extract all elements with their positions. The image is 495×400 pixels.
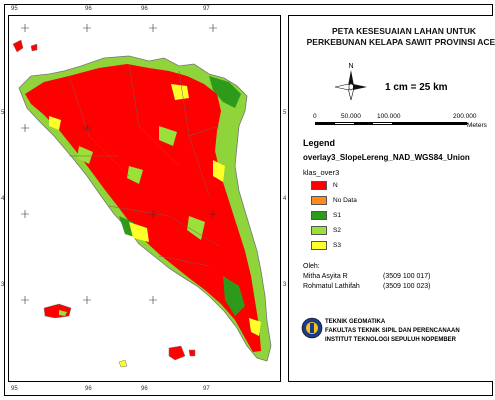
author-name: Rohmatul Lathifah (303, 283, 360, 290)
legend-item-no-data: No Data (311, 196, 357, 205)
island-small (30, 43, 38, 52)
island-simeulue-patch (59, 310, 67, 316)
scale-label-0: 0 (313, 113, 317, 120)
top-tick-3: 96 (141, 6, 148, 12)
class-s3-patch (213, 160, 225, 182)
legend-layer-name: overlay3_SlopeLereng_NAD_WGS84_Union (303, 153, 470, 162)
class-s2-patch (159, 126, 177, 146)
legend-swatch (311, 211, 327, 220)
island-banyak (168, 345, 186, 361)
author-heading: Oleh: (303, 263, 320, 270)
class-s1-patch (223, 276, 245, 316)
map-title-line-1: PETA KESESUAIAN LAHAN UNTUK (331, 26, 477, 36)
legend-swatch (311, 241, 327, 250)
class-s3-patch (249, 318, 261, 336)
class-n-region (25, 64, 261, 352)
scale-bar (315, 122, 468, 125)
right-tick-3: 3 (283, 282, 287, 288)
legend-swatch (311, 226, 327, 235)
legend-item-s3: S3 (311, 241, 341, 250)
left-tick-1: 5 (1, 110, 5, 116)
author-nim: (3509 100 017) (383, 273, 431, 280)
class-s1-patch (209, 76, 241, 108)
left-tick-3: 3 (1, 282, 5, 288)
legend-label: S3 (333, 242, 341, 249)
bottom-tick-2: 96 (85, 386, 92, 392)
legend-label: S1 (333, 212, 341, 219)
map-frame[interactable] (8, 15, 281, 382)
legend-panel: PETA KESESUAIAN LAHAN UNTUK PERKEBUNAN K… (288, 15, 495, 382)
island-south (118, 359, 128, 368)
top-tick-2: 96 (85, 6, 92, 12)
island-simeulue (43, 303, 72, 319)
district-boundary (68, 63, 220, 267)
north-arrow-icon: N (334, 63, 367, 101)
bottom-tick-1: 95 (11, 386, 18, 392)
institution-line-2: FAKULTAS TEKNIK SIPIL DAN PERENCANAAN (325, 328, 460, 334)
class-s3-patch (129, 222, 149, 242)
legend-label: No Data (333, 197, 357, 204)
legend-label: N (333, 182, 338, 189)
top-tick-4: 97 (203, 6, 210, 12)
legend-item-s1: S1 (311, 211, 341, 220)
aceh-land-suitability-map (12, 24, 272, 368)
scale-text: 1 cm = 25 km (385, 82, 448, 93)
scale-label-1: 50.000 (341, 113, 361, 120)
its-logo-icon (301, 317, 323, 339)
author-name: Mitha Asyita R (303, 273, 348, 280)
island-weh (12, 39, 24, 53)
top-tick-1: 95 (11, 6, 18, 12)
legend-swatch (311, 196, 327, 205)
left-tick-2: 4 (1, 196, 5, 202)
legend-heading: Legend (303, 138, 336, 148)
legend-swatch (311, 181, 327, 190)
bottom-tick-4: 97 (203, 386, 210, 392)
right-tick-2: 4 (283, 196, 287, 202)
class-s2-patch (77, 146, 93, 164)
legend-item-s2: S2 (311, 226, 341, 235)
author-nim: (3509 100 023) (383, 283, 431, 290)
institution-line-1: TEKNIK GEOMATIKA (325, 319, 386, 325)
island-banyak-small (188, 349, 196, 357)
author-row: Rohmatul Lathifah (3509 100 023) (303, 283, 430, 290)
map-title: PETA KESESUAIAN LAHAN UNTUK PERKEBUNAN K… (289, 26, 495, 48)
author-row: Mitha Asyita R (3509 100 017) (303, 273, 430, 280)
class-s3-patch (171, 84, 189, 100)
right-tick-1: 5 (283, 110, 287, 116)
scale-unit: Meters (467, 122, 487, 129)
scale-label-3: 200.000 (453, 113, 477, 120)
class-s3-patch (49, 116, 61, 130)
legend-label: S2 (333, 227, 341, 234)
scale-label-2: 100.000 (377, 113, 401, 120)
bottom-tick-3: 96 (141, 386, 148, 392)
legend-item-n: N (311, 181, 338, 190)
graticule-crosses (21, 24, 217, 304)
north-label: N (348, 63, 353, 70)
class-s2-patch (187, 216, 205, 240)
map-title-line-2: PERKEBUNAN KELAPA SAWIT PROVINSI ACEH (306, 37, 495, 47)
legend-field-name: klas_over3 (303, 168, 340, 177)
class-s2-patch (127, 166, 143, 184)
institution-line-3: INSTITUT TEKNOLOGI SEPULUH NOPEMBER (325, 337, 457, 343)
